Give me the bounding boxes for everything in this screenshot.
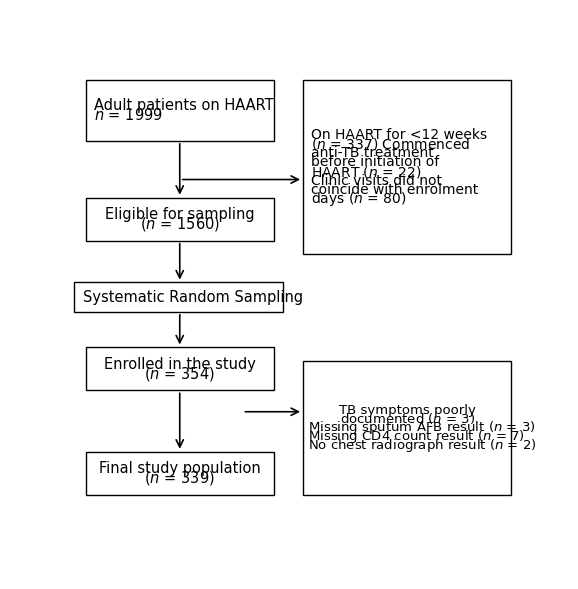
Text: before initiation of: before initiation of [311, 155, 439, 170]
Text: Enrolled in the study: Enrolled in the study [104, 356, 255, 372]
Text: ($n$ = 339): ($n$ = 339) [144, 469, 215, 487]
FancyBboxPatch shape [86, 452, 274, 495]
Text: No chest radiograph result ($n$ = 2): No chest radiograph result ($n$ = 2) [308, 437, 537, 454]
FancyBboxPatch shape [75, 283, 283, 312]
Text: $n$ = 1999: $n$ = 1999 [94, 107, 163, 123]
Text: coincide with enrolment: coincide with enrolment [311, 183, 478, 197]
Text: ($n$ = 354): ($n$ = 354) [144, 365, 215, 383]
Text: anti-TB treatment: anti-TB treatment [311, 146, 434, 160]
Text: Missing CD4 count result ($n$ = 7): Missing CD4 count result ($n$ = 7) [308, 428, 525, 445]
Text: Eligible for sampling: Eligible for sampling [105, 207, 254, 222]
FancyBboxPatch shape [303, 361, 512, 495]
Text: HAART ($n$ = 22): HAART ($n$ = 22) [311, 164, 421, 180]
Text: Clinic visits did not: Clinic visits did not [311, 174, 442, 188]
Text: Final study population: Final study population [99, 461, 261, 476]
Text: ($n$ = 1560): ($n$ = 1560) [140, 215, 220, 233]
FancyBboxPatch shape [86, 348, 274, 391]
FancyBboxPatch shape [86, 198, 274, 241]
Text: On HAART for <12 weeks: On HAART for <12 weeks [311, 128, 487, 142]
Text: Adult patients on HAART: Adult patients on HAART [94, 98, 273, 113]
FancyBboxPatch shape [86, 80, 274, 141]
Text: documented ($n$ = 3): documented ($n$ = 3) [339, 412, 475, 426]
Text: ($n$ = 337) Commenced: ($n$ = 337) Commenced [311, 136, 470, 152]
Text: Missing sputum AFB result ($n$ = 3): Missing sputum AFB result ($n$ = 3) [308, 419, 536, 436]
Text: days ($n$ = 80): days ($n$ = 80) [311, 190, 407, 209]
Text: Systematic Random Sampling: Systematic Random Sampling [83, 290, 303, 305]
Text: TB symptoms poorly: TB symptoms poorly [339, 403, 476, 416]
FancyBboxPatch shape [303, 80, 512, 254]
